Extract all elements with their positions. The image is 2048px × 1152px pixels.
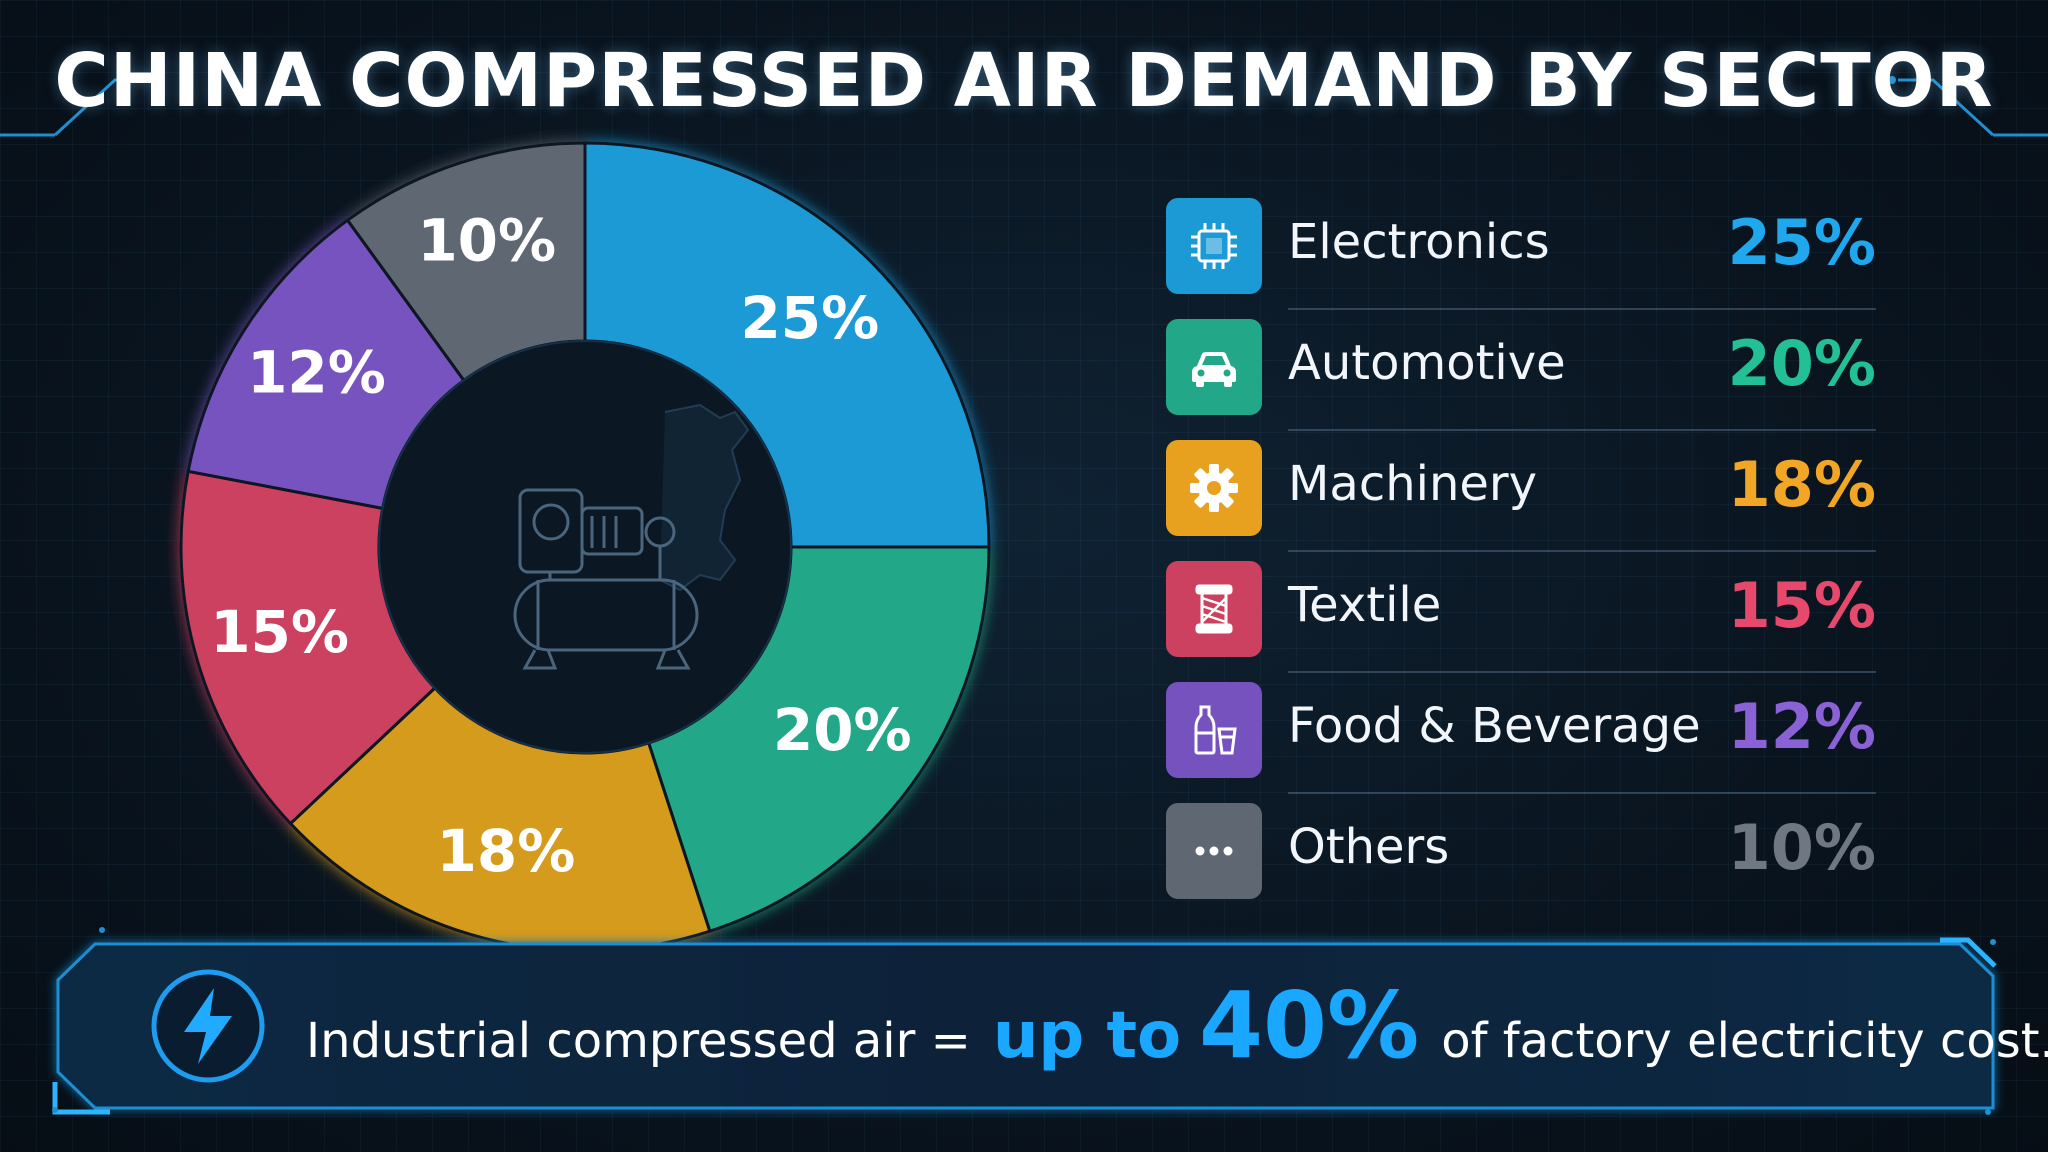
legend-label: Others: [1288, 819, 1450, 875]
legend-value: 10%: [1727, 811, 1876, 884]
dots-icon: [1166, 803, 1262, 899]
banner-text-after: of factory electricity cost.: [1441, 1013, 2048, 1069]
legend-value: 15%: [1727, 569, 1876, 642]
banner-text-big: 40%: [1199, 972, 1420, 1079]
legend-divider: [1288, 671, 1876, 673]
spool-icon: [1166, 561, 1262, 657]
legend-item-automotive: Automotive 20%: [1166, 319, 1876, 440]
legend-label: Machinery: [1288, 456, 1538, 512]
legend-divider: [1288, 429, 1876, 431]
banner-text: Industrial compressed air = up to 40% of…: [306, 960, 2048, 1092]
banner-frame: [52, 927, 1997, 1115]
gear-icon: [1166, 440, 1262, 536]
legend: Electronics 25% Automotive 20%: [1166, 198, 1876, 924]
donut-hole: [378, 340, 792, 754]
donut-chart: 25% 20% 18% 15% 12% 10%: [179, 141, 991, 953]
slice-label: 12%: [247, 339, 386, 407]
legend-label: Automotive: [1288, 335, 1566, 391]
chip-icon: [1166, 198, 1262, 294]
legend-label: Electronics: [1288, 214, 1550, 270]
title-frame: [0, 76, 2048, 137]
legend-label: Textile: [1288, 577, 1442, 633]
legend-value: 20%: [1727, 327, 1876, 400]
bottle-cup-icon: [1166, 682, 1262, 778]
legend-item-machinery: Machinery 18%: [1166, 440, 1876, 561]
slice-label: 20%: [773, 696, 912, 764]
legend-item-textile: Textile 15%: [1166, 561, 1876, 682]
air-compressor-icon: [513, 403, 750, 670]
legend-item-others: Others 10%: [1166, 803, 1876, 924]
car-icon: [1166, 319, 1262, 415]
banner-text-before: Industrial compressed air =: [306, 1013, 971, 1069]
slice-label: 25%: [740, 284, 879, 352]
legend-value: 12%: [1727, 690, 1876, 763]
legend-item-food-beverage: Food & Beverage 12%: [1166, 682, 1876, 803]
banner-text-highlight: up to: [992, 999, 1182, 1073]
legend-item-electronics: Electronics 25%: [1166, 198, 1876, 319]
chart-title: CHINA COMPRESSED AIR DEMAND BY SECTOR: [54, 38, 1994, 124]
slice-label: 15%: [210, 598, 349, 666]
slice-label: 18%: [437, 817, 576, 885]
lightning-bolt-icon: [151, 969, 265, 1083]
slice-label: 10%: [417, 207, 556, 275]
legend-divider: [1288, 308, 1876, 310]
legend-divider: [1288, 550, 1876, 552]
legend-value: 25%: [1727, 206, 1876, 279]
legend-label: Food & Beverage: [1288, 698, 1701, 754]
legend-divider: [1288, 792, 1876, 794]
legend-value: 18%: [1727, 448, 1876, 521]
